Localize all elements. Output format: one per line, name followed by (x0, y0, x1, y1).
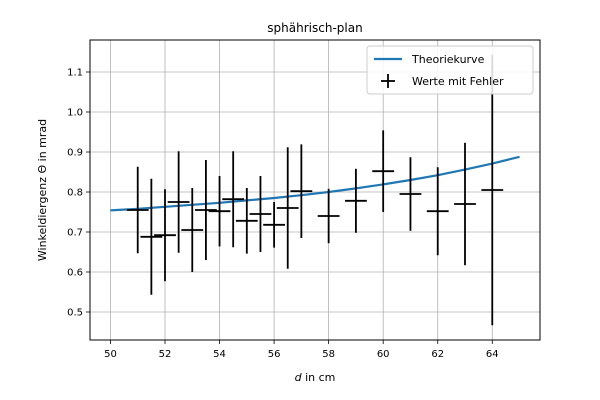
x-tick-label: 64 (486, 349, 499, 360)
y-tick-label: 1.0 (67, 108, 83, 119)
y-tick-label: 0.6 (67, 268, 83, 279)
chart-title: sphährisch-plan (267, 21, 362, 35)
x-tick-label: 58 (322, 349, 335, 360)
x-tick-label: 54 (213, 349, 226, 360)
legend-label-theory: Theoriekurve (411, 53, 485, 66)
data-point (195, 160, 217, 260)
x-tick-label: 50 (104, 349, 117, 360)
data-point (454, 142, 476, 266)
data-point (481, 54, 504, 326)
legend-label-values: Werte mit Fehler (412, 75, 504, 88)
data-point (263, 202, 285, 248)
y-tick-label: 0.8 (67, 188, 83, 199)
y-tick-label: 0.9 (67, 148, 83, 159)
x-axis: 50 52 54 56 58 60 62 64 (104, 340, 499, 360)
data-point (222, 151, 245, 248)
data-point (345, 168, 367, 233)
data-point (426, 167, 449, 256)
x-tick-label: 56 (268, 349, 281, 360)
data-point (140, 178, 163, 295)
legend: Theoriekurve Werte mit Fehler (366, 45, 534, 95)
data-point (181, 188, 204, 272)
data-point (276, 147, 299, 269)
errorbar-layer (126, 54, 504, 326)
data-point (208, 176, 231, 247)
legend-box (366, 45, 534, 95)
plot-frame (89, 39, 541, 341)
data-point (126, 166, 149, 254)
y-tick-label: 0.7 (67, 228, 83, 239)
x-axis-label-unit: in cm (302, 371, 336, 384)
y-axis-label: Winkeldiergenz Θ in mrad (36, 119, 49, 261)
y-axis: 0.5 0.6 0.7 0.8 0.9 1.0 1.1 (67, 68, 90, 319)
x-axis-label-variable: d (295, 371, 303, 384)
data-point (290, 144, 313, 238)
x-tick-label: 60 (377, 349, 390, 360)
y-tick-label: 0.5 (67, 308, 83, 319)
data-point (372, 130, 395, 212)
data-point (317, 188, 340, 244)
x-tick-label: 62 (431, 349, 444, 360)
data-point (249, 176, 272, 252)
x-tick-label: 52 (159, 349, 172, 360)
data-point (167, 151, 190, 253)
y-tick-label: 1.1 (67, 68, 83, 79)
data-point (399, 157, 422, 231)
data-point (154, 189, 176, 282)
x-axis-label: d in cm (295, 371, 336, 384)
data-point (235, 188, 258, 254)
